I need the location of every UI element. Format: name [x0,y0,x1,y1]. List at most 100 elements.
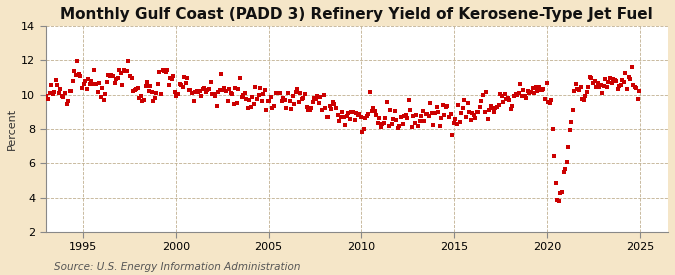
Point [388,116,399,121]
Point [516,94,527,98]
Point [383,123,394,128]
Point [267,106,278,110]
Point [253,93,264,97]
Point [74,72,84,76]
Point [502,95,513,100]
Point [163,83,174,87]
Point [586,76,597,81]
Point [333,119,344,123]
Point [114,67,125,72]
Point [632,97,643,101]
Point [421,112,431,117]
Point [146,90,157,94]
Point [84,82,95,86]
Point [256,99,267,103]
Point [541,81,552,85]
Point [410,121,421,125]
Point [310,97,321,101]
Point [522,89,533,93]
Point [289,102,300,106]
Point [138,98,149,102]
Point [298,96,309,101]
Point [501,97,512,101]
Point [373,120,383,125]
Point [575,85,586,90]
Text: Source: U.S. Energy Information Administration: Source: U.S. Energy Information Administ… [54,262,300,272]
Point [154,70,165,74]
Point [473,110,484,114]
Point [526,90,537,95]
Point [307,100,318,104]
Point [68,78,78,83]
Point [168,74,179,79]
Point [532,89,543,93]
Point [487,106,497,110]
Point [53,91,64,96]
Point [524,91,535,95]
Point [63,99,74,103]
Point [386,122,397,126]
Point [239,91,250,95]
Point [355,114,366,119]
Point [247,95,258,100]
Point [272,91,283,95]
Point [94,81,105,85]
Point [591,85,601,89]
Point [595,83,606,87]
Point [558,170,569,175]
Point [346,109,357,114]
Point [132,86,143,90]
Point [125,74,136,78]
Point [259,87,270,92]
Point [59,90,70,95]
Point [364,90,375,94]
Point [443,115,454,120]
Point [128,89,138,93]
Point [493,103,504,107]
Point [537,87,547,92]
Point [626,65,637,69]
Point [184,88,194,92]
Point [360,116,371,120]
Point [246,105,256,109]
Point [518,88,529,92]
Point [391,117,402,122]
Point [467,111,478,115]
Point [531,85,541,89]
Point [43,97,53,101]
Point [250,85,261,90]
Point [544,101,555,105]
Point [180,81,191,85]
Point [167,77,178,81]
Point [219,86,230,90]
Point [317,108,327,112]
Point [123,59,134,64]
Point [105,73,115,78]
Point [580,94,591,98]
Point [211,104,222,108]
Point [439,113,450,117]
Point [95,95,106,99]
Point [381,100,392,104]
Point [623,75,634,79]
Point [436,115,447,120]
Y-axis label: Percent: Percent [7,108,17,150]
Point [244,98,254,102]
Point [458,106,468,110]
Point [628,83,639,87]
Point [366,109,377,114]
Point [51,78,61,82]
Point [88,81,99,86]
Point [351,111,362,116]
Point [527,86,538,90]
Point [112,76,123,81]
Point [521,96,532,100]
Point [41,94,52,98]
Point [490,106,501,110]
Point [547,127,558,131]
Point [560,167,570,171]
Point [629,85,640,89]
Point [171,94,182,98]
Point [162,68,173,73]
Point [47,92,58,96]
